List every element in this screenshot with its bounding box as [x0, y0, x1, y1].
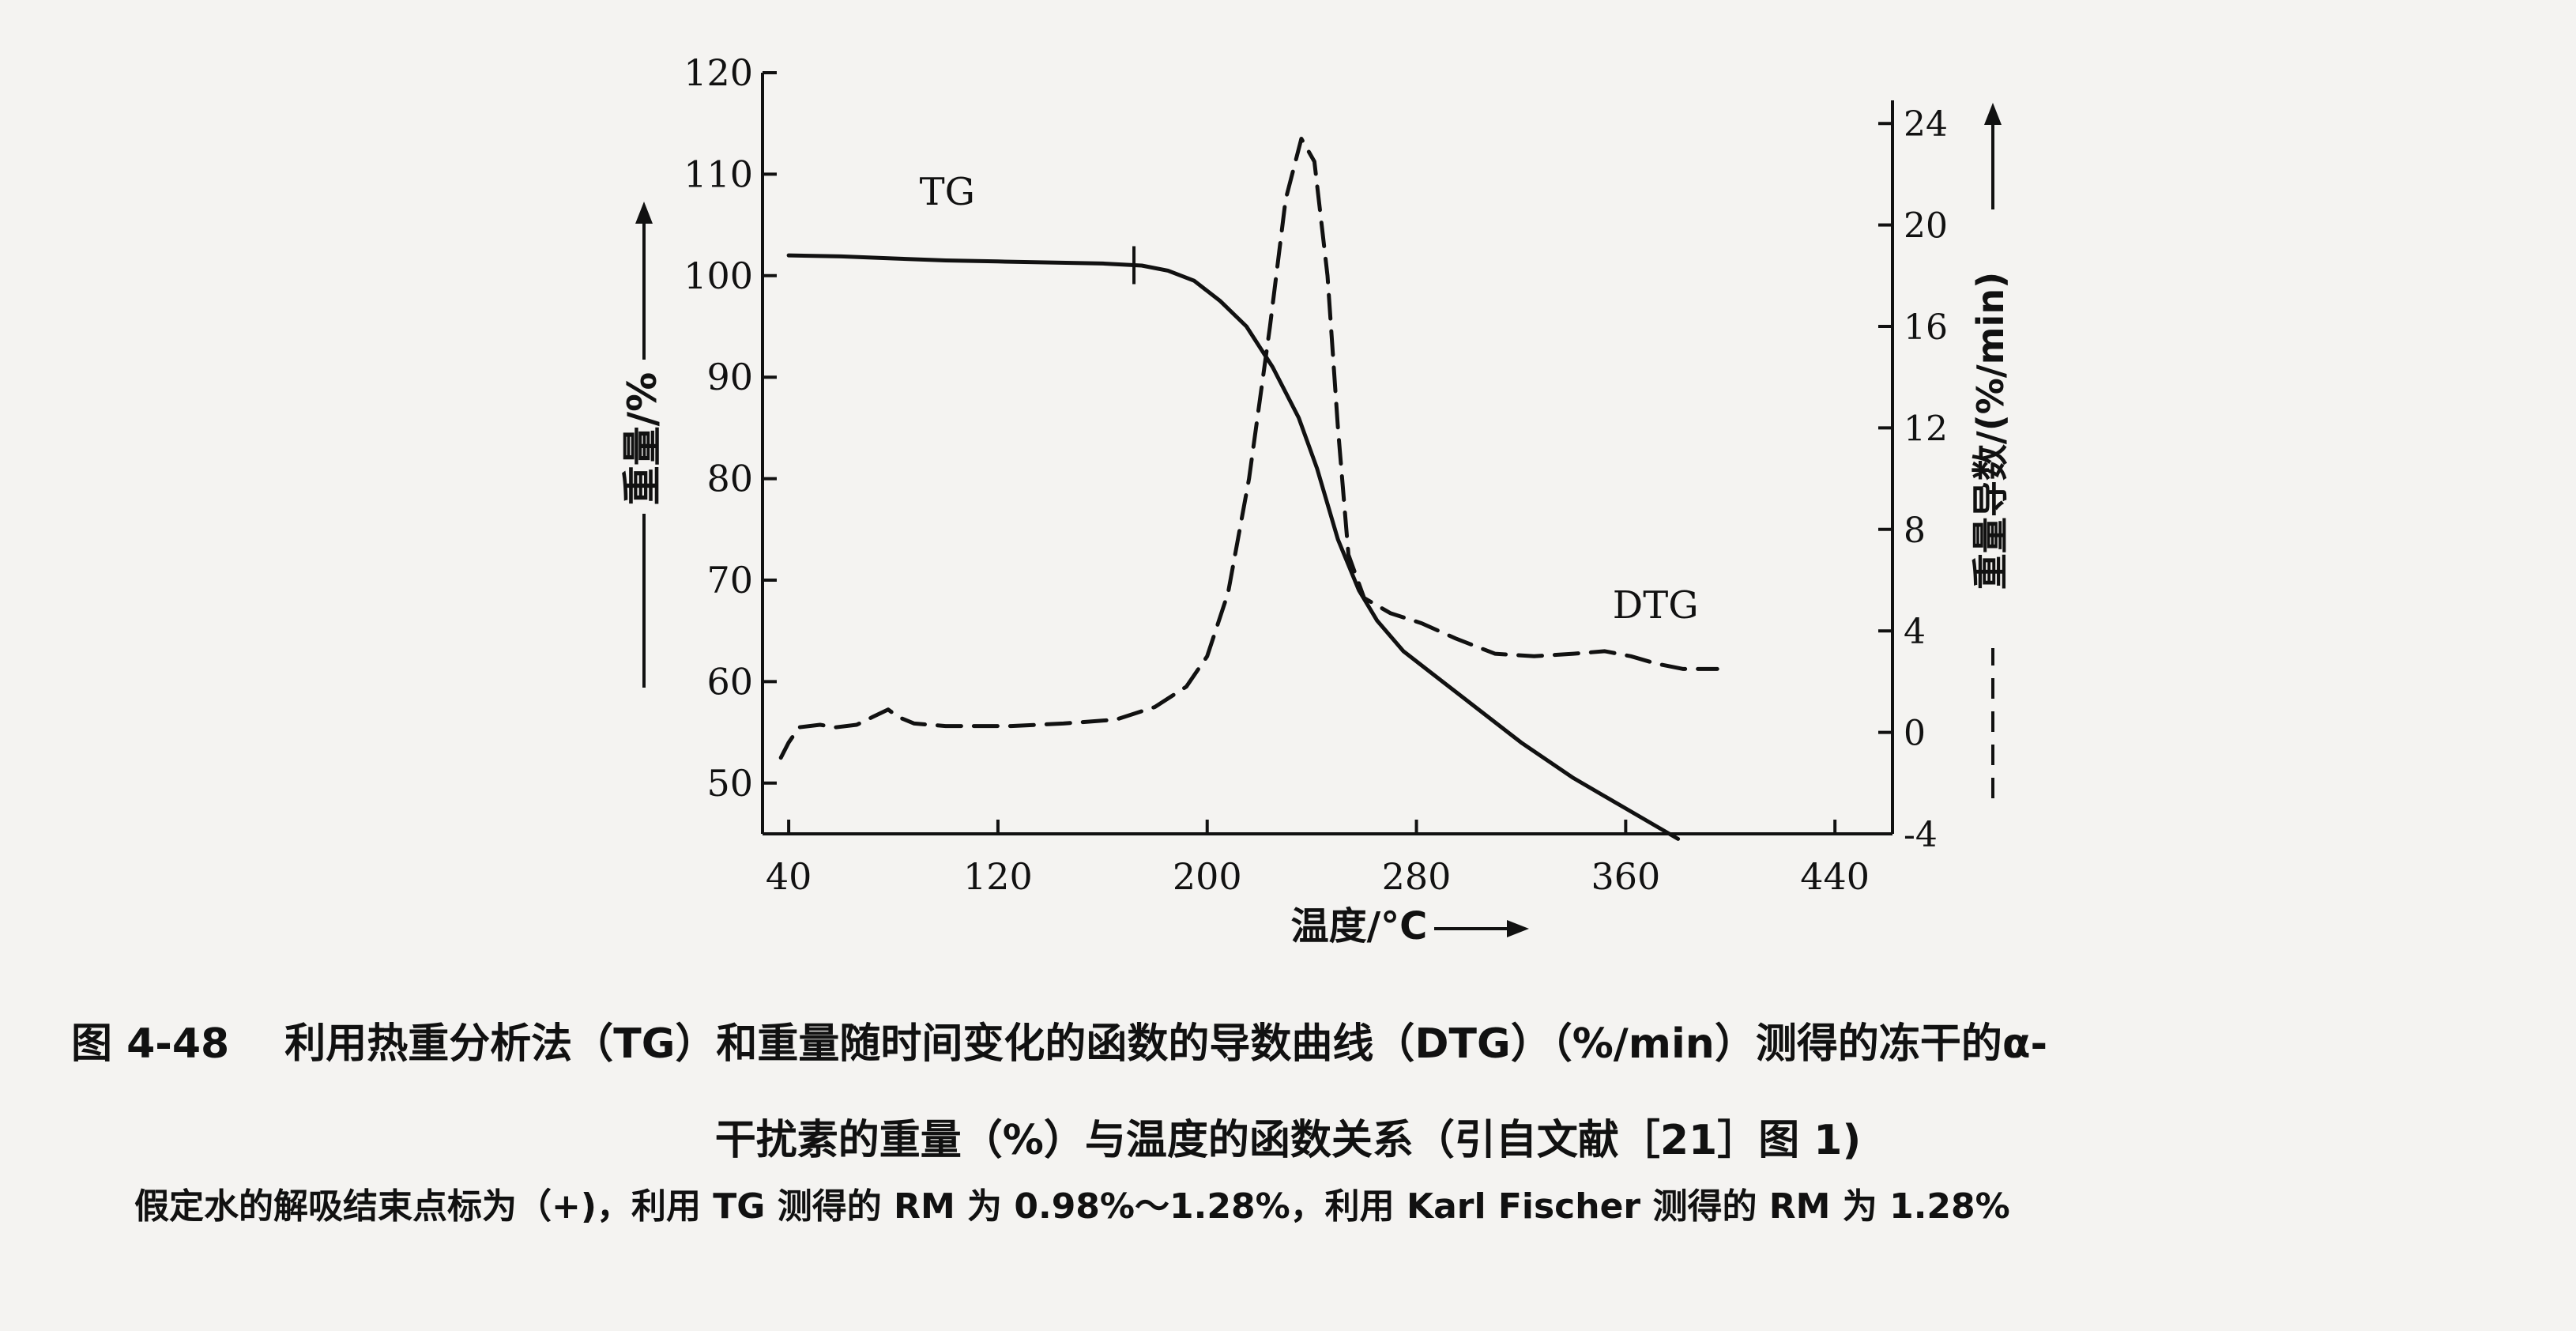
y-left-tick-label: 60 [706, 660, 753, 703]
y-right-arrowhead [1984, 103, 2002, 125]
series [778, 137, 1719, 841]
y-right-axis-label: 重量导数/(%/min) [1969, 272, 2012, 590]
y-left-tick-label: 70 [706, 559, 753, 601]
x-tick-label: 120 [963, 855, 1033, 898]
annotation-tg: TG [920, 170, 975, 214]
x-tick-label: 40 [766, 855, 812, 898]
y-left-tick-label: 120 [684, 51, 753, 94]
ticks [763, 71, 1892, 835]
x-tick-label: 360 [1591, 855, 1660, 898]
y-left-tick-label: 90 [706, 356, 753, 398]
y-left-tick-label: 110 [684, 153, 753, 195]
annotation-dtg: DTG [1613, 583, 1699, 628]
y-right-tick-label: 4 [1904, 612, 1926, 652]
y-left-arrowhead [635, 202, 653, 224]
caption-text-1: 利用热重分析法（TG）和重量随时间变化的函数的导数曲线（DTG）（%/min）测… [284, 1020, 2048, 1068]
x-tick-label: 440 [1800, 855, 1870, 898]
tg-series-line [786, 253, 1681, 841]
y-right-tick-label: -4 [1904, 815, 1938, 855]
dtg-series-line [778, 137, 1719, 760]
y-right-tick-label: 0 [1904, 714, 1926, 754]
tg-dtg-chart: 40 120 200 280 360 440 50 60 70 80 90 100 110 120 -4 0 4… [620, 51, 2012, 948]
figure-number: 图 4-48 [71, 1020, 230, 1068]
figure-note: 假定水的解吸结束点标为（+)，利用 TG 测得的 RM 为 0.98%～1.28… [134, 1186, 2010, 1227]
x-axis-label: 温度/°C [1291, 904, 1428, 948]
axes [761, 73, 1894, 835]
figure-caption-line-1: 图 4-48 利用热重分析法（TG）和重量随时间变化的函数的导数曲线（DTG）（%… [71, 1010, 2576, 1069]
y-left-tick-label: 100 [684, 255, 753, 297]
y-left-tick-label: 80 [706, 458, 753, 500]
x-tick-label: 200 [1173, 855, 1242, 898]
y-right-tick-label: 24 [1904, 104, 1948, 145]
labels: 40 120 200 280 360 440 50 60 70 80 90 100 110 120 -4 0 4… [620, 51, 2012, 948]
y-right-tick-label: 20 [1904, 206, 1948, 247]
x-arrowhead [1507, 920, 1529, 937]
y-left-axis-label: 重量/% [620, 372, 665, 505]
x-tick-label: 280 [1382, 855, 1452, 898]
y-right-tick-label: 16 [1904, 307, 1948, 348]
figure-caption-line-2: 干扰素的重量（%）与温度的函数关系（引自文献［21］图 1) [714, 1117, 1862, 1164]
y-right-tick-label: 8 [1904, 511, 1926, 551]
y-left-tick-label: 50 [706, 762, 753, 805]
y-right-tick-label: 12 [1904, 409, 1948, 449]
